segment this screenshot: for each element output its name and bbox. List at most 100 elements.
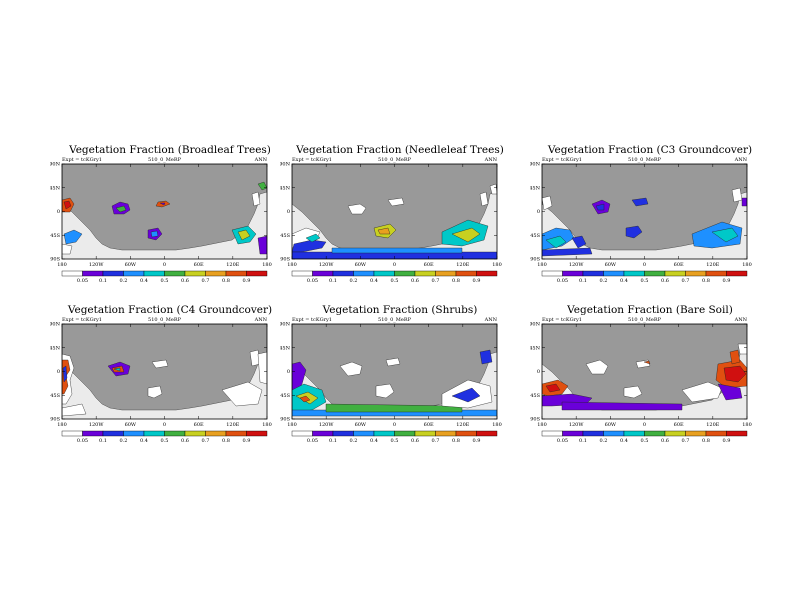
colorbar-bin <box>414 270 436 277</box>
land-mass <box>62 324 267 411</box>
map-svg: Vegetation Fraction (Needleleaf Trees)Ex… <box>280 144 504 284</box>
lon-tick-label: 180 <box>537 422 547 428</box>
colorbar-bin <box>332 430 354 437</box>
map-area <box>291 323 498 420</box>
colorbar-bin <box>455 270 477 277</box>
vegetation-patch <box>257 351 267 385</box>
colorbar-bin <box>246 430 268 437</box>
lat-tick-label: 90S <box>530 257 540 263</box>
vegetation-patch <box>571 235 587 249</box>
colorbar-bin <box>61 270 83 277</box>
lon-tick-label: 120E <box>226 262 240 268</box>
colorbar-bin <box>394 270 416 277</box>
lat-tick-label: 45N <box>50 345 61 351</box>
vegetation-patch <box>729 349 741 365</box>
colorbar-tick-label: 0.8 <box>222 438 230 444</box>
colorbar-bin <box>123 430 145 437</box>
run-label: 510_0_MeRP <box>378 157 412 163</box>
lon-tick-label: 60E <box>424 422 434 428</box>
colorbar-tick-label: 0.2 <box>120 278 128 284</box>
colorbar-bin <box>435 430 457 437</box>
colorbar-tick-label: 0.4 <box>140 438 148 444</box>
lat-tick-label: 90N <box>280 162 291 168</box>
season-label: ANN <box>484 157 498 163</box>
colorbar-tick-label: 0.1 <box>99 278 107 284</box>
colorbar-bin <box>726 430 748 437</box>
vegetation-patch <box>237 229 251 241</box>
colorbar-tick-label: 0.5 <box>391 278 399 284</box>
vegetation-patch <box>151 359 169 369</box>
lat-tick-label: 0 <box>537 369 540 375</box>
colorbar-bin <box>644 430 666 437</box>
panel-title: Vegetation Fraction (Bare Soil) <box>566 304 733 316</box>
vegetation-patch <box>257 235 267 255</box>
vegetation-patch <box>542 247 593 257</box>
colorbar-bin <box>394 430 416 437</box>
vegetation-patch <box>292 361 307 391</box>
vegetation-patch <box>147 385 163 399</box>
vegetation-patch <box>681 381 723 403</box>
colorbar-tick-label: 0.5 <box>161 278 169 284</box>
lon-tick-label: 60W <box>125 422 137 428</box>
vegetation-patch <box>595 203 605 211</box>
colorbar-bin <box>541 270 563 277</box>
colorbar-bin <box>184 270 206 277</box>
expt-label: Expt = tcKGry1 <box>542 157 582 163</box>
map-svg: Vegetation Fraction (Broadleaf Trees)Exp… <box>50 144 272 284</box>
vegetation-patch <box>479 349 493 365</box>
map-area <box>291 163 498 260</box>
colorbar-bin <box>644 270 666 277</box>
lat-tick-label: 90S <box>50 417 60 423</box>
lon-tick-label: 120W <box>319 422 335 428</box>
colorbar-bin <box>312 270 334 277</box>
lon-tick-label: 120W <box>89 262 105 268</box>
colorbar-tick-label: 0.5 <box>161 438 169 444</box>
lon-tick-label: 180 <box>287 422 297 428</box>
colorbar-tick-label: 0.05 <box>77 438 88 444</box>
colorbar-bin <box>373 430 395 437</box>
lon-tick-label: 0 <box>163 422 166 428</box>
vegetation-patch <box>299 395 311 403</box>
lat-tick-label: 45S <box>280 233 290 239</box>
colorbar-bin <box>623 430 645 437</box>
panel-title: Vegetation Fraction (Broadleaf Trees) <box>68 144 271 156</box>
colorbar-tick-label: 0.4 <box>620 278 628 284</box>
vegetation-patch <box>325 403 463 413</box>
colorbar-bin <box>291 270 313 277</box>
colorbar-bin <box>332 270 354 277</box>
colorbar-tick-label: 0.1 <box>579 278 587 284</box>
colorbar-tick-label: 0.2 <box>600 438 608 444</box>
colorbar-bin <box>435 270 457 277</box>
lon-tick-label: 60W <box>355 262 367 268</box>
colorbar-bin <box>143 430 165 437</box>
vegetation-patch <box>63 229 83 245</box>
vegetation-patch <box>723 365 747 383</box>
colorbar-tick-label: 0.4 <box>620 438 628 444</box>
vegetation-patch <box>63 200 72 210</box>
vegetation-patch <box>631 197 649 207</box>
vegetation-patch <box>731 187 743 203</box>
colorbar-bin <box>225 270 247 277</box>
colorbar-bin <box>685 270 707 277</box>
lat-tick-label: 45S <box>280 393 290 399</box>
panel-title: Vegetation Fraction (Needleleaf Trees) <box>295 144 504 156</box>
vegetation-patch <box>62 243 73 255</box>
lat-tick-label: 45N <box>530 185 541 191</box>
vegetation-patch <box>741 197 747 207</box>
run-label: 510_0_MeRP <box>378 317 412 323</box>
colorbar-bin <box>373 270 395 277</box>
map-panel-needleleaf-trees: Vegetation Fraction (Needleleaf Trees) Ex… <box>280 140 520 302</box>
vegetation-patch <box>62 365 68 383</box>
vegetation-patch <box>545 235 567 249</box>
vegetation-patch <box>347 203 367 215</box>
colorbar-bin <box>353 430 375 437</box>
lat-tick-label: 0 <box>537 209 540 215</box>
colorbar-tick-label: 0.5 <box>641 438 649 444</box>
colorbar-bin <box>455 430 477 437</box>
map-area <box>61 163 268 260</box>
map-svg: Vegetation Fraction (C4 Groundcover)Expt… <box>50 304 272 444</box>
colorbar-tick-label: 0.7 <box>202 438 210 444</box>
expt-label: Expt = tcKGry1 <box>542 317 582 323</box>
colorbar-bin <box>562 270 584 277</box>
vegetation-patch <box>387 197 405 207</box>
